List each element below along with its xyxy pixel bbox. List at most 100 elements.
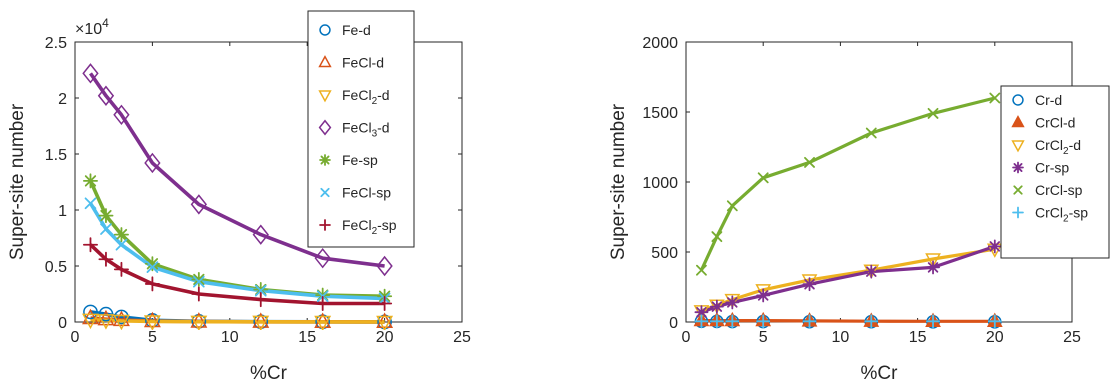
panel-1-legend-label: Fe-sp bbox=[342, 152, 378, 168]
panel-2-legend-label: CrCl-sp bbox=[1035, 182, 1083, 198]
panel-2: 0 5 10 15 20 25 0 500 1000 1500 2000 %Cr Super-site … bbox=[608, 35, 1110, 384]
panel-1-data-point bbox=[190, 315, 208, 330]
panel-1-data-point bbox=[192, 275, 205, 288]
panel-2-data-point bbox=[756, 288, 771, 303]
panel-1-legend: Fe-d FeCl-d FeCl2-d FeCl3-d Fe-sp FeCl-sp FeCl… bbox=[307, 10, 415, 248]
panel-1-data-point bbox=[253, 292, 269, 308]
panel-1-data-point bbox=[82, 308, 99, 325]
panel-1-series-line bbox=[90, 318, 385, 324]
panel-2-legend-box bbox=[1000, 85, 1110, 259]
panel-1-data-point bbox=[97, 85, 115, 106]
panel-1-legend-item: FeCl3-d bbox=[318, 120, 390, 140]
panel-1-xtick-label: 10 bbox=[221, 329, 239, 346]
panel-1-xtick-label: 20 bbox=[376, 329, 394, 346]
panel-2-legend-marker bbox=[1012, 94, 1024, 106]
panel-2-xtick-label: 5 bbox=[759, 329, 768, 346]
panel-2-data-point bbox=[926, 260, 940, 275]
panel-1-data-point bbox=[113, 104, 130, 126]
panel-2-data-point bbox=[927, 107, 939, 119]
panel-1-legend-item: Fe-sp bbox=[319, 152, 378, 168]
panel-2-ticks: 0 5 10 15 20 25 0 500 1000 1500 2000 bbox=[642, 35, 1081, 346]
panel-1-xtick-label: 0 bbox=[71, 329, 80, 346]
panel-1-data-point bbox=[252, 224, 269, 245]
panel-1-data-point bbox=[144, 256, 160, 272]
panel-2-data-point bbox=[987, 239, 1002, 254]
panel-1-ticks: 0 5 10 15 20 25 0 0.5 1 1.5 2 2.5 bbox=[45, 35, 471, 346]
panel-2-ytick-label: 500 bbox=[651, 245, 678, 262]
panel-2-legend-label: CrCl2-sp bbox=[1035, 205, 1088, 225]
panel-2-legend-item: Cr-sp bbox=[1012, 160, 1069, 176]
panel-2-data-point bbox=[724, 293, 741, 309]
panel-1-data-point bbox=[115, 238, 128, 251]
panel-1-data-point bbox=[190, 312, 208, 328]
panel-1-data-point bbox=[98, 208, 114, 224]
panel-1-legend-marker bbox=[318, 90, 332, 103]
panel-2-x-axis-label: %Cr bbox=[861, 363, 899, 384]
panel-1-data-point bbox=[113, 227, 129, 243]
panel-2-data-point bbox=[989, 92, 1001, 104]
panel-1-data-point bbox=[252, 312, 270, 328]
panel-2-data-point bbox=[757, 172, 769, 184]
panel-2-ytick-label: 2000 bbox=[642, 35, 678, 52]
panel-2-data-point bbox=[987, 314, 1002, 329]
panel-1-legend-label: FeCl2-sp bbox=[342, 217, 397, 237]
panel-1-legend-label: Fe-d bbox=[342, 22, 371, 38]
panel-2-data-point bbox=[864, 314, 879, 329]
panel-2-legend-marker bbox=[1013, 185, 1023, 195]
panel-2-data-point bbox=[726, 200, 738, 212]
panel-2-legend-label: CrCl-d bbox=[1035, 115, 1075, 131]
panel-1-data-point bbox=[314, 312, 332, 328]
panel-1-legend-marker bbox=[318, 55, 332, 68]
panel-1-data-point bbox=[112, 310, 130, 327]
panel-1-y-axis-label: Super-site number bbox=[7, 103, 28, 260]
panel-1-data-point bbox=[100, 223, 112, 235]
panel-2-legend-marker bbox=[1011, 115, 1025, 128]
panel-1-data-point bbox=[98, 251, 114, 267]
panel-2-legend: Cr-d CrCl-d CrCl2-d Cr-sp CrCl-sp CrCl2-sp bbox=[1000, 85, 1110, 259]
panel-1-xtick-label: 15 bbox=[298, 329, 316, 346]
panel-2-xtick-label: 20 bbox=[986, 329, 1004, 346]
panel-2-xtick-label: 10 bbox=[832, 329, 850, 346]
panel-1-data-point bbox=[144, 152, 161, 174]
panel-1-data-point bbox=[82, 237, 98, 253]
panel-2-data-point bbox=[725, 314, 740, 329]
panel-2-data-point bbox=[925, 253, 941, 268]
panel-2-ytick-label: 0 bbox=[669, 315, 678, 332]
panel-1-ytick-label: 2 bbox=[58, 91, 67, 108]
panel-1-data-point bbox=[314, 315, 332, 330]
panel-1-legend-item: Fe-d bbox=[319, 22, 371, 38]
panel-2-xtick-label: 25 bbox=[1063, 329, 1081, 346]
panel-1-legend-marker bbox=[319, 154, 331, 166]
panel-2-ytick-label: 1000 bbox=[642, 175, 678, 192]
panel-1-data-point bbox=[143, 311, 161, 328]
panel-2-data-point bbox=[865, 127, 877, 139]
panel-1-data-point bbox=[97, 309, 115, 326]
panel-1-legend-marker bbox=[319, 219, 331, 231]
panel-1-ytick-label: 1 bbox=[58, 203, 67, 220]
panel-1-data-point bbox=[376, 312, 394, 329]
panel-1-legend-label: FeCl-sp bbox=[342, 185, 391, 201]
panel-2-data-point bbox=[694, 305, 709, 320]
panel-2-plot-area bbox=[693, 92, 1003, 329]
panel-1-data-point bbox=[191, 271, 207, 287]
panel-1: 0 5 10 15 20 25 0 0.5 1 1.5 2 2.5 ×104 %Cr Super-site … bbox=[7, 10, 471, 384]
panel-2-data-point bbox=[709, 299, 724, 314]
panel-2-legend-item: CrCl2-d bbox=[1011, 137, 1081, 157]
panel-2-legend-item: CrCl-d bbox=[1011, 115, 1075, 131]
panel-1-data-point bbox=[143, 315, 161, 330]
panel-2-series-line bbox=[701, 319, 995, 323]
panel-2-legend-label: Cr-d bbox=[1035, 92, 1062, 108]
panel-1-data-point bbox=[112, 314, 130, 330]
panel-1-data-point bbox=[82, 63, 99, 84]
panel-2-data-point bbox=[711, 231, 723, 243]
panel-1-legend-item: FeCl-d bbox=[318, 55, 384, 71]
panel-2-y-axis-label: Super-site number bbox=[608, 103, 629, 260]
panel-2-legend-item: CrCl-sp bbox=[1013, 182, 1083, 198]
panel-1-series-line bbox=[89, 72, 385, 268]
panel-1-ytick-label: 0.5 bbox=[45, 259, 67, 276]
panel-1-data-point bbox=[376, 315, 394, 330]
panel-1-data-point bbox=[377, 296, 393, 312]
panel-1-series-line bbox=[89, 243, 385, 306]
panel-2-ytick-label: 1500 bbox=[642, 105, 678, 122]
